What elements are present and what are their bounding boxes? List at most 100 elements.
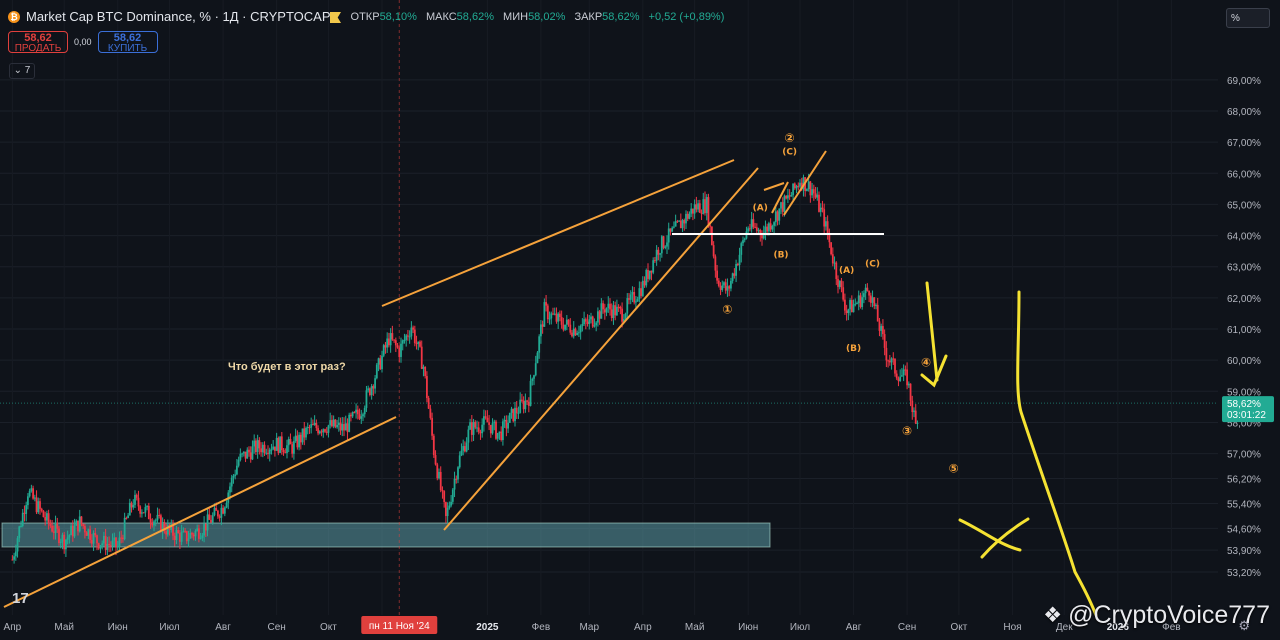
- candle-body: [681, 220, 684, 229]
- candle-body: [740, 243, 743, 255]
- candle-body: [788, 195, 791, 197]
- candle-body: [543, 302, 546, 327]
- candle-body: [755, 227, 758, 231]
- candle-body: [502, 421, 504, 441]
- candle-body: [350, 414, 352, 417]
- time-tick-label: Апр: [4, 622, 22, 633]
- candle-body: [239, 453, 242, 460]
- candle-body: [303, 428, 306, 438]
- candle-body: [415, 343, 418, 345]
- candle-body: [251, 446, 254, 460]
- candle-body: [800, 182, 803, 190]
- candle-body: [541, 324, 544, 327]
- candle-body: [218, 516, 221, 518]
- candle-body: [424, 366, 427, 377]
- indicators-collapse-button[interactable]: ⌄ 7: [9, 63, 35, 79]
- candle-body: [318, 431, 321, 434]
- candle-body: [293, 441, 295, 454]
- candle-body: [876, 304, 879, 322]
- candle-body: [902, 369, 905, 376]
- candle-body: [597, 311, 599, 323]
- candle-body: [529, 380, 532, 406]
- countdown-label: 03:01:22: [1227, 410, 1266, 421]
- candle-body: [87, 529, 90, 536]
- candle-body: [702, 199, 705, 214]
- candle-body: [500, 431, 503, 441]
- candle-body: [603, 309, 606, 313]
- candle-body: [377, 358, 380, 365]
- candle-body: [595, 322, 598, 326]
- candle-body: [192, 534, 195, 537]
- candle-body: [153, 521, 155, 526]
- candle-body: [593, 325, 596, 327]
- candle-body: [863, 293, 865, 298]
- candle-body: [398, 347, 401, 357]
- watermark: ❖ @CryptoVoice777: [1043, 601, 1270, 630]
- candle-body: [869, 295, 872, 303]
- candle-body: [496, 432, 499, 439]
- candle-body: [752, 219, 755, 227]
- price-tick-label: 64,00%: [1227, 232, 1261, 243]
- candle-body: [320, 431, 323, 433]
- candle-body: [279, 436, 281, 453]
- candle-body: [337, 422, 340, 425]
- candle-body: [115, 537, 117, 548]
- candle-body: [206, 514, 209, 531]
- candle-body: [724, 282, 727, 291]
- candle-body: [282, 449, 285, 453]
- candle-body: [647, 269, 649, 279]
- tradingview-logo[interactable]: 17: [12, 590, 29, 607]
- candle-body: [151, 522, 154, 526]
- candle-body: [322, 429, 325, 433]
- candle-body: [144, 507, 147, 513]
- candle-body: [363, 407, 366, 415]
- price-tick-label: 62,00%: [1227, 294, 1261, 305]
- candle-body: [400, 343, 402, 357]
- candle-body: [823, 209, 826, 227]
- gear-icon[interactable]: ⚙: [1238, 618, 1250, 633]
- candle-body: [280, 436, 283, 450]
- candle-body: [379, 358, 382, 370]
- candle-body: [147, 505, 150, 520]
- candle-body: [225, 502, 228, 508]
- candle-body: [631, 291, 634, 295]
- candle-body: [553, 313, 556, 315]
- candle-body: [849, 300, 851, 310]
- candle-body: [201, 535, 204, 538]
- candle-body: [184, 530, 186, 532]
- question-label: Что будет в этот раз?: [228, 361, 346, 373]
- sell-button[interactable]: 58,62 ПРОДАТЬ: [8, 31, 68, 54]
- candle-body: [229, 486, 231, 493]
- candle-body: [904, 369, 907, 371]
- candle-body: [622, 319, 625, 322]
- candle-body: [538, 336, 541, 353]
- candle-body: [94, 532, 97, 536]
- candle-body: [450, 501, 452, 506]
- candle-body: [175, 530, 178, 540]
- candle-body: [733, 273, 736, 276]
- candle-body: [837, 278, 839, 287]
- wave-label: ④: [921, 355, 931, 369]
- candle-body: [44, 517, 47, 521]
- unit-selector[interactable]: %: [1226, 8, 1270, 28]
- candle-body: [654, 260, 656, 262]
- candle-body: [605, 308, 608, 313]
- candle-body: [640, 288, 642, 296]
- candle-body: [571, 332, 573, 337]
- candle-body: [517, 412, 520, 414]
- candle-body: [728, 286, 731, 289]
- candle-body: [550, 313, 553, 319]
- candle-body: [344, 423, 347, 431]
- buy-button[interactable]: 58,62 КУПИТЬ: [97, 31, 158, 54]
- time-tick-label: Окт: [320, 622, 337, 633]
- candle-body: [721, 285, 724, 290]
- candle-body: [339, 422, 342, 431]
- candle-body: [894, 358, 896, 374]
- candle-body: [856, 303, 858, 305]
- candle-body: [488, 422, 490, 425]
- candle-body: [887, 360, 889, 362]
- candle-body: [173, 535, 176, 540]
- flag-icon[interactable]: [330, 12, 341, 23]
- symbol-title[interactable]: Market Cap BTC Dominance, % · 1Д · CRYPT…: [26, 9, 331, 24]
